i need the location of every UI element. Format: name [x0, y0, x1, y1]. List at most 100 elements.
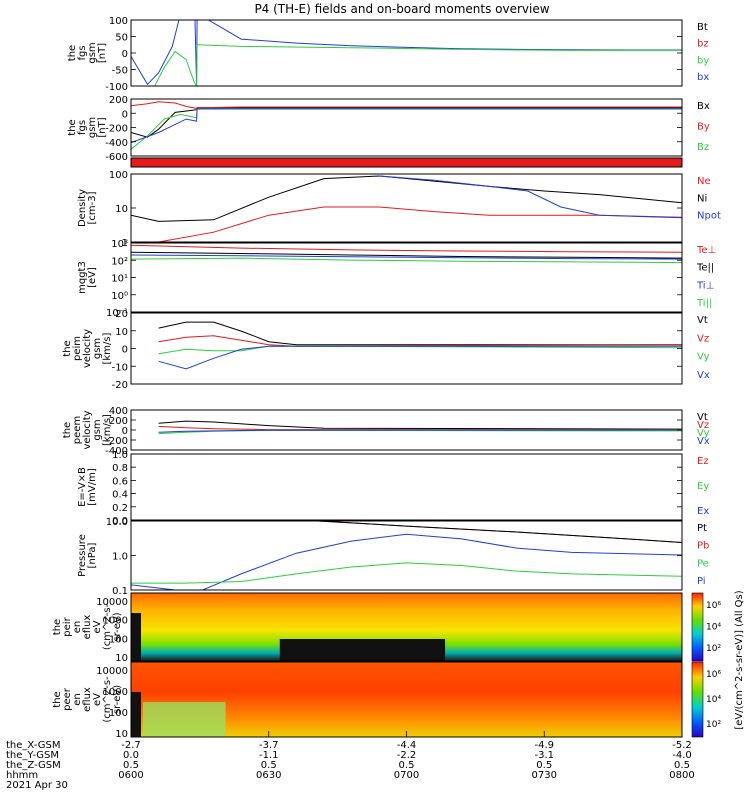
legend-By: By [697, 122, 710, 133]
panel-frame [130, 409, 683, 451]
legend-bx: bx [697, 72, 709, 83]
x-tick-value: -2.7 [121, 740, 141, 751]
legend-Te⊥: Te⊥ [696, 245, 716, 256]
x-tick-value: 0.5 [674, 760, 690, 771]
colorbar-9 [691, 592, 704, 662]
y-tick-label: 10² [111, 256, 128, 267]
x-tick-value: 0800 [669, 770, 694, 781]
heatmap-left-band [131, 613, 141, 661]
y-axis-label: mqgt3 [77, 261, 88, 294]
x-tick-value: 0630 [256, 770, 281, 781]
y-axis-label: [eV] [87, 267, 98, 288]
y-tick-label: 10 [115, 653, 128, 664]
legend-Bz: Bz [697, 142, 709, 153]
y-axis-label: (cm^2-s- [102, 603, 113, 650]
panel-frame [130, 242, 683, 313]
y-tick-label: 10⁰ [111, 291, 128, 302]
panel-8: 10.0 1.0 0.1 Pt Pb Pe Pi Pressure [nPa] [77, 517, 709, 597]
legend-Bt: Bt [697, 22, 708, 33]
panel-7: 1.0 0.8 0.6 0.4 0.2 0.0 Ez Ey Ex E=-V×B [mV/m] [77, 450, 709, 527]
legend-Ex: Ex [697, 506, 709, 517]
colorbar-tick-label: 10⁶ [706, 670, 721, 680]
x-tick-value: -4.9 [534, 740, 554, 751]
y-axis-label: fgs [77, 45, 88, 60]
y-axis-label: peem [72, 416, 83, 444]
x-tick-value: -4.4 [397, 740, 417, 751]
series-Vx [158, 345, 682, 370]
y-axis-label: gsm [87, 42, 98, 63]
colorbar-tick-label: 10² [706, 720, 721, 730]
y-axis-label: [nT] [97, 117, 108, 137]
legend-bz: bz [697, 39, 709, 50]
x-tick-value: -3.7 [259, 740, 279, 751]
y-tick-label: -100 [105, 82, 128, 93]
panel-4: 10³ 10² 10¹ 10⁰ 10⁻¹ Te⊥ Te|| Ti⊥ Ti|| mqgt3 [eV] [77, 239, 716, 319]
x-tick-value: 0.0 [123, 750, 139, 761]
y-tick-label: -50 [112, 66, 128, 77]
panel-frame [130, 19, 683, 87]
y-tick-label: -400 [105, 138, 128, 149]
y-axis-label: velocity [82, 329, 93, 368]
series-Te [131, 244, 682, 253]
panel-frame [130, 592, 683, 662]
panel-frame [130, 312, 683, 385]
y-tick-label: 10¹ [111, 274, 128, 285]
x-row-label: the_X-GSM [6, 740, 60, 751]
series-bz [131, 101, 682, 109]
series-Vt [158, 420, 682, 430]
y-axis-label: gsm [87, 117, 98, 138]
y-tick-label: 1.0 [112, 450, 128, 461]
y-axis-label: peir [62, 616, 73, 636]
legend-Ez: Ez [697, 456, 709, 467]
y-tick-label: 100 [109, 634, 128, 645]
y-tick-label: 0 [122, 345, 128, 356]
panel-1: 200 0 -200 -400 -600 Bx By Bz the fgs gsm [nT] [67, 95, 710, 163]
y-axis-label: peer [62, 687, 73, 711]
x-tick-value: 0.5 [261, 760, 277, 771]
y-tick-label: 10 [115, 204, 128, 215]
legend-Pi: Pi [697, 576, 706, 587]
legend-Npot: Npot [697, 211, 721, 222]
x-row-label: the_Z-GSM [6, 760, 61, 771]
y-axis-label: [nPa] [87, 542, 98, 568]
legend-Bx: Bx [697, 101, 710, 112]
y-axis-label: the [52, 619, 63, 635]
y-axis-label: eflux [82, 615, 93, 640]
y-axis-label: eflux [82, 687, 93, 712]
y-tick-label: 0.6 [112, 476, 128, 487]
legend-Vt: Vt [697, 315, 708, 326]
y-tick-label: 10⁻¹ [106, 308, 128, 319]
series-Npot [378, 175, 682, 219]
y-axis-label: en [72, 693, 83, 706]
colorbar-label: [eV/(cm^2-s-sr-eV)] (All Qs) [734, 590, 745, 729]
legend-Vx: Vx [697, 370, 710, 381]
x-tick-value: -1.1 [259, 750, 279, 761]
y-axis-label: [km/s] [102, 414, 113, 446]
y-axis-label: E=-V×B [77, 467, 88, 507]
panel-0: 100 50 0 -50 -100 Bt bz by bx the fgs gsm [nT] [67, 16, 709, 93]
legend-Vz: Vz [697, 333, 709, 344]
y-axis-label: the [62, 422, 73, 438]
series-Vx [158, 429, 682, 433]
panel-2 [130, 157, 683, 168]
y-tick-label: 0 [122, 49, 128, 60]
colorbar-tick-label: 10² [706, 644, 721, 654]
y-tick-label: 200 [109, 416, 128, 427]
y-axis-label: [nT] [97, 43, 108, 63]
x-tick-value: -3.1 [534, 750, 554, 761]
legend-Ti||: Ti|| [696, 298, 712, 309]
y-axis-label: peim [72, 336, 83, 361]
y-tick-label: 400 [109, 406, 128, 417]
y-tick-label: 50 [115, 33, 128, 44]
y-tick-label: 0 [122, 426, 128, 437]
y-axis-label: sr-eV) [112, 612, 123, 641]
y-axis-label: gsm [92, 419, 103, 440]
y-axis-label: sr-eV) [112, 685, 123, 714]
y-axis-label: [mV/m] [87, 468, 98, 506]
panel-frame [130, 98, 683, 157]
series-Tib [131, 254, 682, 260]
y-axis-label: eV [92, 620, 103, 633]
y-axis-label: en [72, 621, 83, 634]
